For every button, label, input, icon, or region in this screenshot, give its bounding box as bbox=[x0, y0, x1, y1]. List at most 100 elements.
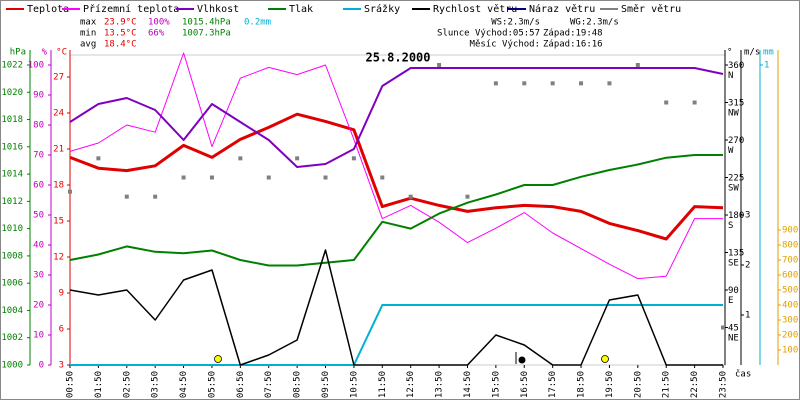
direction-marker bbox=[635, 63, 640, 67]
direction-marker bbox=[493, 81, 498, 86]
info-text: Slunce Východ:05:57 bbox=[437, 29, 540, 39]
x-tick-label: 10:50 bbox=[349, 371, 359, 398]
y-tick-label: 45 NE bbox=[728, 323, 739, 343]
x-tick-label: 06:50 bbox=[236, 371, 246, 398]
y-tick-label: 40 bbox=[33, 241, 44, 251]
y-tick-label: 225 SW bbox=[728, 173, 744, 193]
y-tick-label: 180 S bbox=[728, 211, 744, 231]
direction-marker bbox=[721, 325, 725, 330]
series-line bbox=[69, 67, 724, 168]
x-tick-label: 05:50 bbox=[207, 371, 217, 398]
legend-label: Tlak bbox=[289, 4, 313, 15]
y-tick-label: 360 N bbox=[728, 61, 744, 81]
series-line bbox=[69, 112, 724, 241]
stat-value: 100% bbox=[148, 18, 170, 28]
y-tick-label: 90 E bbox=[728, 286, 739, 306]
x-tick-label: 23:50 bbox=[719, 371, 729, 398]
stat-value: 1015.4hPa bbox=[182, 18, 231, 28]
y-tick-label: 3 bbox=[745, 211, 750, 221]
x-tick-label: 04:50 bbox=[179, 371, 189, 398]
direction-marker bbox=[550, 81, 555, 86]
y-tick-label: 12 bbox=[53, 253, 64, 263]
y-tick-label: 18 bbox=[53, 181, 64, 191]
y-tick-label: 80 bbox=[33, 121, 44, 131]
direction-marker bbox=[692, 100, 697, 105]
sunrise-icon bbox=[214, 355, 222, 363]
y-tick-label: 24 bbox=[53, 109, 64, 119]
y-tick-label: 500 bbox=[782, 286, 798, 296]
x-tick-label: 09:50 bbox=[321, 371, 331, 398]
y-tick-label: 10 bbox=[33, 331, 44, 341]
moonset-icon bbox=[518, 356, 526, 364]
axis-unit: ° bbox=[727, 48, 732, 58]
x-tick-label: 01:50 bbox=[94, 371, 104, 398]
y-tick-label: 800 bbox=[782, 241, 798, 251]
direction-marker bbox=[607, 81, 612, 86]
info-text: Měsíc Východ: bbox=[470, 40, 540, 50]
chart-title: 25.8.2000 bbox=[365, 51, 430, 65]
stat-value: 0.2mm bbox=[244, 18, 271, 28]
y-tick-label: 30 bbox=[33, 271, 44, 281]
x-tick-label: 02:50 bbox=[122, 371, 132, 398]
legend-label: Náraz větru bbox=[529, 3, 595, 15]
y-tick-label: 1000 bbox=[1, 361, 23, 371]
y-tick-label: 1006 bbox=[1, 279, 23, 289]
y-tick-label: 700 bbox=[782, 256, 798, 266]
y-tick-label: 270 W bbox=[728, 136, 744, 156]
stat-value: 1007.3hPa bbox=[182, 29, 231, 39]
x-tick-label: 14:50 bbox=[463, 371, 473, 398]
direction-marker bbox=[465, 194, 470, 199]
direction-marker bbox=[153, 194, 158, 199]
x-tick-label: 15:50 bbox=[491, 371, 501, 398]
stat-value: 66% bbox=[148, 29, 165, 39]
y-tick-label: 1014 bbox=[1, 170, 23, 180]
info-text: Západ:16:16 bbox=[543, 40, 603, 50]
direction-marker bbox=[522, 81, 527, 86]
stat-value: 23.9°C bbox=[104, 18, 137, 28]
x-tick-label: 20:50 bbox=[633, 371, 643, 398]
x-tick-label: 12:50 bbox=[406, 371, 416, 398]
y-tick-label: 1018 bbox=[1, 115, 23, 125]
y-tick-label: 50 bbox=[33, 211, 44, 221]
direction-marker bbox=[266, 175, 271, 180]
y-tick-label: 1020 bbox=[1, 88, 23, 98]
x-tick-label: 21:50 bbox=[662, 371, 672, 398]
direction-marker bbox=[68, 189, 72, 194]
y-tick-label: 60 bbox=[33, 181, 44, 191]
info-text: Západ:19:48 bbox=[543, 29, 603, 39]
series-line bbox=[69, 52, 723, 280]
axis-unit: °C bbox=[56, 48, 67, 58]
y-tick-label: 6 bbox=[59, 325, 64, 335]
stat-value: 13.5°C bbox=[104, 29, 137, 39]
x-tick-label: 00:50 bbox=[66, 371, 76, 398]
legend-label: Srážky bbox=[364, 3, 400, 15]
info-text: WG:2.3m/s bbox=[570, 18, 619, 28]
y-tick-label: 27 bbox=[53, 73, 64, 83]
x-tick-label: 18:50 bbox=[577, 371, 587, 398]
info-text: WS:2.3m/s bbox=[491, 18, 540, 28]
x-tick-label: 08:50 bbox=[293, 371, 303, 398]
y-tick-label: 15 bbox=[53, 217, 64, 227]
axis-unit: % bbox=[42, 48, 48, 58]
y-tick-label: 70 bbox=[33, 151, 44, 161]
legend-label: Směr větru bbox=[621, 3, 681, 15]
y-tick-label: 1012 bbox=[1, 197, 23, 207]
legend-label: Teplota bbox=[27, 4, 69, 15]
x-axis-label: čas bbox=[735, 369, 751, 380]
stat-label: avg bbox=[80, 40, 96, 50]
x-tick-label: 03:50 bbox=[151, 371, 161, 398]
y-tick-label: 100 bbox=[28, 61, 44, 71]
y-tick-label: 300 bbox=[782, 316, 798, 326]
x-tick-label: 16:50 bbox=[520, 371, 530, 398]
y-tick-label: 9 bbox=[59, 289, 64, 299]
direction-marker bbox=[124, 194, 129, 199]
x-tick-label: 22:50 bbox=[690, 371, 700, 398]
series-line bbox=[69, 154, 723, 267]
y-tick-label: 0 bbox=[39, 361, 44, 371]
y-tick-label: 900 bbox=[782, 226, 798, 236]
x-tick-label: 17:50 bbox=[548, 371, 558, 398]
y-tick-label: 1002 bbox=[1, 333, 23, 343]
series-line bbox=[70, 304, 723, 366]
direction-marker bbox=[323, 175, 328, 180]
